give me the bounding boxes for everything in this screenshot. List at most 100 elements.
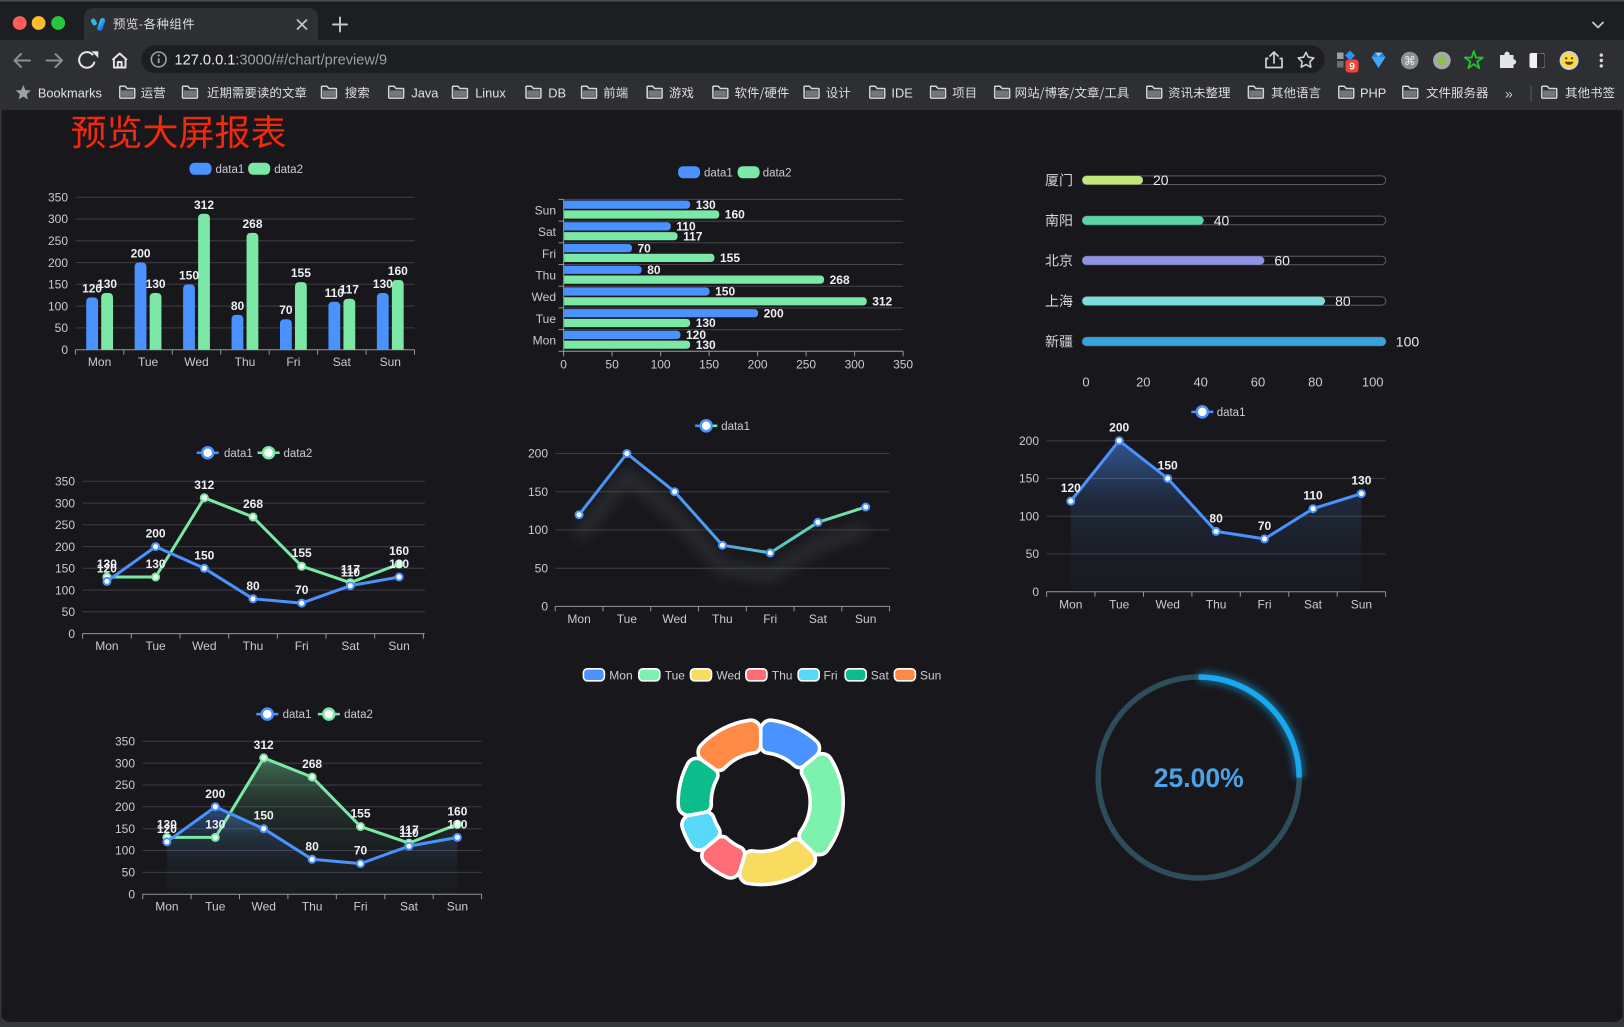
svg-text:Wed: Wed	[192, 639, 216, 653]
svg-text:80: 80	[246, 579, 260, 593]
svg-text:50: 50	[1026, 547, 1040, 561]
svg-text:80: 80	[1308, 375, 1322, 390]
svg-text:110: 110	[399, 826, 419, 840]
svg-text:150: 150	[715, 285, 735, 299]
svg-text:150: 150	[528, 485, 548, 499]
svg-text:350: 350	[115, 735, 135, 749]
svg-text:200: 200	[528, 447, 548, 461]
svg-text:Wed: Wed	[716, 668, 740, 682]
svg-text:80: 80	[647, 263, 661, 277]
svg-text:data1: data1	[216, 164, 245, 176]
svg-text:Mon: Mon	[88, 355, 111, 369]
svg-text:IDE: IDE	[891, 85, 912, 100]
svg-text:9: 9	[1349, 61, 1355, 73]
svg-text:70: 70	[295, 583, 309, 597]
svg-text:268: 268	[830, 273, 850, 287]
svg-text:50: 50	[55, 321, 69, 335]
svg-text:Thu: Thu	[302, 900, 323, 914]
svg-text:80: 80	[231, 299, 245, 313]
svg-text:200: 200	[1109, 421, 1129, 435]
svg-text:0: 0	[1032, 585, 1039, 599]
svg-text:data1: data1	[224, 448, 253, 460]
svg-text:50: 50	[535, 561, 549, 575]
svg-text:250: 250	[48, 234, 68, 248]
svg-text:40: 40	[1214, 212, 1230, 228]
svg-text:130: 130	[389, 557, 409, 571]
svg-text:Fri: Fri	[542, 247, 556, 261]
svg-text:110: 110	[325, 286, 345, 300]
svg-text:70: 70	[354, 844, 368, 858]
svg-text:PHP: PHP	[1360, 85, 1386, 100]
svg-text:Tue: Tue	[665, 668, 686, 682]
svg-text:60: 60	[1251, 375, 1265, 390]
svg-text:Wed: Wed	[251, 900, 275, 914]
svg-text:Tue: Tue	[1109, 597, 1130, 611]
svg-text:70: 70	[1258, 519, 1272, 533]
svg-text:150: 150	[55, 562, 75, 576]
svg-text:»: »	[1505, 86, 1513, 102]
svg-text:150: 150	[254, 809, 274, 823]
svg-text:268: 268	[242, 217, 262, 231]
svg-text:110: 110	[341, 566, 361, 580]
svg-text:200: 200	[55, 540, 75, 554]
svg-text:150: 150	[115, 822, 135, 836]
svg-text:130: 130	[447, 817, 467, 831]
svg-text:80: 80	[1209, 511, 1223, 525]
svg-text:312: 312	[872, 295, 892, 309]
svg-text:0: 0	[68, 627, 75, 641]
svg-text:130: 130	[373, 277, 393, 291]
svg-text:110: 110	[1303, 489, 1323, 503]
svg-text:120: 120	[82, 281, 102, 295]
svg-text:data2: data2	[274, 164, 303, 176]
svg-text:120: 120	[157, 822, 177, 836]
svg-text:200: 200	[748, 357, 768, 371]
svg-text:0: 0	[541, 600, 548, 614]
svg-text:Mon: Mon	[95, 639, 118, 653]
svg-text:100: 100	[1396, 334, 1420, 350]
svg-text:100: 100	[528, 523, 548, 537]
svg-text:Sun: Sun	[388, 639, 409, 653]
svg-text:127.0.0.1:3000/#/chart/preview: 127.0.0.1:3000/#/chart/preview/9	[175, 53, 388, 69]
svg-text:Thu: Thu	[535, 269, 556, 283]
svg-text:Sat: Sat	[400, 900, 419, 914]
svg-text:300: 300	[55, 496, 75, 510]
svg-text:Tue: Tue	[617, 612, 638, 626]
svg-text:155: 155	[350, 807, 370, 821]
svg-text:Sun: Sun	[447, 900, 468, 914]
svg-text:70: 70	[279, 303, 293, 317]
svg-text:117: 117	[683, 229, 703, 243]
svg-text:120: 120	[1061, 481, 1081, 495]
svg-text:Sun: Sun	[535, 203, 556, 217]
svg-text:200: 200	[131, 247, 151, 261]
svg-text:130: 130	[205, 817, 225, 831]
svg-text:data1: data1	[704, 168, 733, 180]
svg-text:0: 0	[560, 357, 567, 371]
svg-text:130: 130	[97, 277, 117, 291]
svg-text:Sat: Sat	[809, 612, 828, 626]
svg-text:150: 150	[179, 268, 199, 282]
svg-text:150: 150	[1158, 459, 1178, 473]
svg-text:Fri: Fri	[286, 355, 300, 369]
svg-text:200: 200	[48, 256, 68, 270]
svg-text:Sun: Sun	[855, 612, 876, 626]
svg-text:150: 150	[194, 548, 214, 562]
svg-text:160: 160	[389, 544, 409, 558]
svg-text:⌘: ⌘	[1404, 54, 1416, 68]
svg-text:Mon: Mon	[567, 612, 590, 626]
svg-text:160: 160	[388, 264, 408, 278]
svg-text:110: 110	[676, 220, 696, 234]
svg-text:Sun: Sun	[380, 355, 401, 369]
svg-text:268: 268	[302, 757, 322, 771]
svg-text:130: 130	[146, 557, 166, 571]
svg-text:Thu: Thu	[235, 355, 256, 369]
svg-text:300: 300	[845, 357, 865, 371]
svg-text:Sat: Sat	[871, 668, 890, 682]
svg-text:Sat: Sat	[538, 225, 557, 239]
svg-text:80: 80	[305, 839, 319, 853]
svg-text:Java: Java	[411, 85, 439, 100]
svg-text:200: 200	[205, 787, 225, 801]
svg-text:120: 120	[97, 561, 117, 575]
svg-text:20: 20	[1153, 172, 1169, 188]
svg-text:data2: data2	[284, 448, 313, 460]
svg-text:Mon: Mon	[609, 668, 632, 682]
